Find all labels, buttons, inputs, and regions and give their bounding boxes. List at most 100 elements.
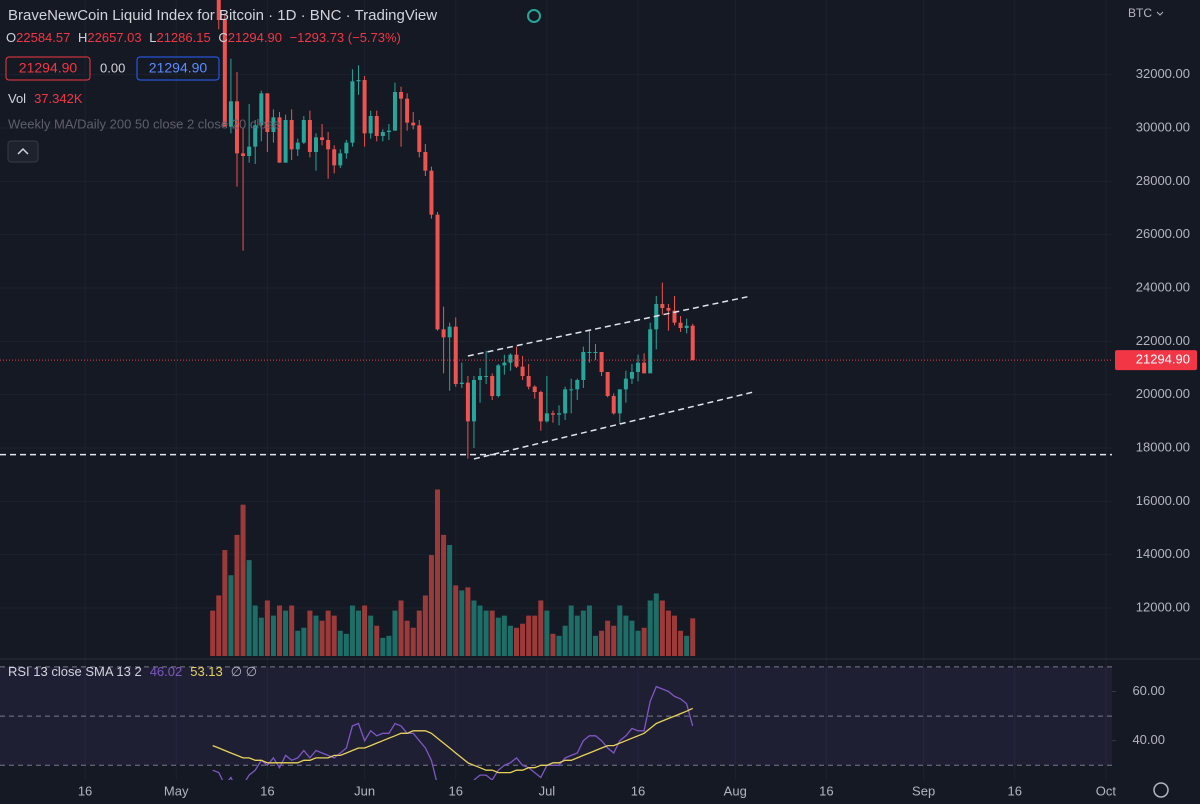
candle-body — [538, 392, 543, 422]
settings-icon[interactable] — [1153, 782, 1169, 798]
candle-body — [629, 372, 634, 379]
candle-body — [441, 329, 446, 338]
candle-body — [514, 354, 519, 367]
volume-bar — [362, 605, 368, 656]
sma-value: 53.13 — [190, 664, 223, 679]
x-tick-label: Jun — [354, 783, 375, 798]
x-tick-label: 16 — [78, 783, 92, 798]
candle-body — [222, 20, 227, 127]
volume-bar — [228, 575, 234, 656]
x-tick-label: Aug — [724, 783, 747, 798]
candle-body — [502, 362, 507, 366]
trend-line — [467, 296, 748, 357]
candle-body — [241, 153, 246, 156]
candle-body — [259, 93, 264, 126]
candle-body — [453, 326, 458, 384]
candle-body — [301, 120, 306, 143]
x-tick-label: Jul — [539, 783, 556, 798]
candle-body — [544, 413, 549, 422]
volume-bar — [659, 600, 665, 656]
volume-bar — [337, 630, 343, 656]
candle-body — [478, 376, 483, 380]
candle-body — [611, 396, 616, 414]
ohlc-readout: O22584.57 H22657.03 L21286.15 C21294.90 … — [6, 30, 401, 45]
chevron-icon — [17, 147, 29, 155]
volume-bar — [258, 617, 264, 656]
volume-bar — [471, 600, 477, 656]
volume-bar — [349, 605, 355, 656]
label: L — [149, 30, 156, 45]
candle-body — [289, 120, 294, 150]
candle-body — [508, 354, 513, 363]
candle-body — [484, 376, 489, 377]
last-price-box — [1115, 350, 1197, 371]
volume-bar — [501, 615, 507, 656]
volume-bar — [568, 605, 574, 656]
volume-legend: Vol 37.342K — [8, 91, 83, 106]
spread: 0.00 — [100, 60, 125, 75]
y-tick-label: 18000.00 — [1136, 439, 1190, 454]
x-tick-label: 16 — [260, 783, 274, 798]
volume-bar — [307, 610, 313, 656]
volume-bar — [611, 625, 617, 656]
volume-bar — [671, 615, 677, 656]
volume-bar — [283, 610, 289, 656]
candle-body — [417, 125, 422, 152]
candle-body — [435, 214, 440, 330]
ask-box — [136, 56, 220, 81]
volume-bar — [386, 635, 392, 656]
candle-body — [678, 322, 683, 328]
volume-bar — [647, 600, 653, 656]
x-tick-label: 16 — [819, 783, 833, 798]
volume-bar — [343, 633, 349, 656]
volume-bar — [495, 617, 501, 656]
volume-bar — [398, 600, 404, 656]
value: 21294.90 — [228, 30, 282, 45]
volume-bar — [507, 625, 513, 656]
candle-body — [623, 378, 628, 390]
volume-bar — [374, 625, 380, 656]
y-tick-label: 24000.00 — [1136, 279, 1190, 294]
volume-bar — [319, 620, 325, 656]
label: H — [78, 30, 87, 45]
rsi-band — [0, 666, 1112, 766]
candle-body — [253, 125, 258, 147]
candle-body — [526, 376, 531, 387]
candle-body — [228, 101, 233, 127]
candle-body — [405, 98, 410, 123]
volume-bar — [586, 605, 592, 656]
candle-body — [550, 413, 555, 415]
label: O — [6, 30, 16, 45]
candle-body — [326, 140, 331, 150]
volume-bar — [428, 555, 434, 656]
change: −1293.73 (−5.73%) — [290, 30, 401, 45]
volume-bar — [514, 627, 520, 656]
candle-body — [581, 352, 586, 380]
volume-bar — [252, 605, 258, 656]
volume-bar — [459, 590, 465, 656]
candle-body — [599, 352, 604, 372]
volume-bar — [526, 615, 532, 656]
collapse-button[interactable] — [7, 140, 39, 163]
axes: 16 May 16 Jun 16 Jul 16 Aug 16 Sep 16 Oct 12000.00 14… — [78, 66, 1197, 798]
bid: 21294.90 — [19, 60, 78, 76]
volume-bar — [641, 627, 647, 656]
volume-bar — [690, 618, 696, 656]
candle-body — [380, 132, 385, 136]
candle-body — [465, 382, 470, 422]
value: 22584.57 — [16, 30, 70, 45]
volume-bar — [301, 627, 307, 656]
y-tick-label: 26000.00 — [1136, 226, 1190, 241]
candle-body — [332, 149, 337, 166]
candle-body — [216, 0, 221, 21]
label: C — [218, 30, 227, 45]
volume-bar — [477, 605, 483, 656]
value: 22657.03 — [87, 30, 141, 45]
y-tick-label: 22000.00 — [1136, 333, 1190, 348]
candle-body — [307, 120, 312, 152]
rsi-line — [212, 707, 693, 774]
value: 21286.15 — [156, 30, 210, 45]
volume-bar — [289, 605, 295, 656]
rsi-line — [212, 685, 694, 780]
